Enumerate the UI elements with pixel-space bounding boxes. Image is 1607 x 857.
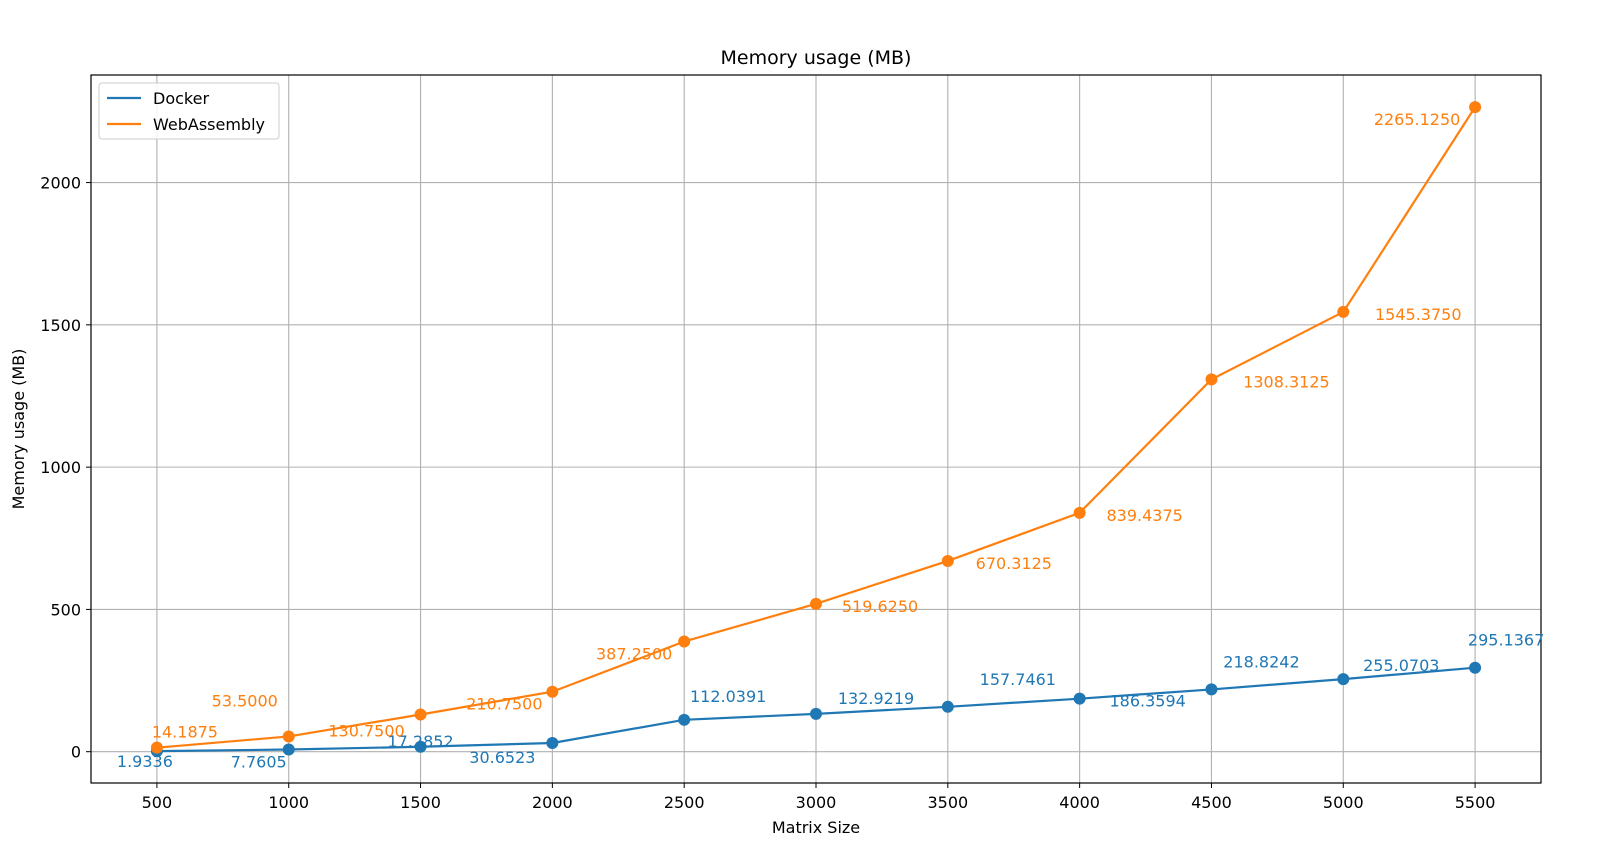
chart-title: Memory usage (MB)	[721, 47, 912, 69]
data-point-docker	[1205, 683, 1218, 696]
x-tick-label: 5500	[1455, 793, 1496, 812]
data-point-docker	[282, 743, 295, 756]
data-label-webassembly: 387.2500	[596, 644, 672, 663]
x-axis: 500 1000 1500 2000 2500 3000 3500 4000 4500 5000 5…	[142, 783, 1496, 812]
data-label-webassembly: 1308.3125	[1243, 372, 1330, 391]
data-point-docker	[546, 736, 559, 749]
data-label-docker: 218.8242	[1223, 652, 1299, 671]
data-label-docker: 112.0391	[690, 687, 766, 706]
data-point-webassembly	[150, 741, 163, 754]
data-point-webassembly	[1073, 506, 1086, 519]
data-label-docker: 7.7605	[231, 752, 287, 771]
x-tick-label: 2500	[664, 793, 705, 812]
series-layer	[150, 101, 1482, 758]
y-tick-label: 1500	[40, 316, 81, 335]
data-labels: 1.9336 7.7605 17.2852 30.6523 112.0391 132.92…	[117, 110, 1544, 771]
x-tick-label: 1000	[268, 793, 309, 812]
legend-box	[98, 82, 280, 140]
data-label-webassembly: 670.3125	[976, 554, 1052, 573]
x-tick-label: 1500	[400, 793, 441, 812]
x-tick-label: 3500	[927, 793, 968, 812]
data-label-docker: 17.2852	[387, 732, 453, 751]
data-label-docker: 157.7461	[980, 670, 1056, 689]
y-tick-label: 500	[50, 600, 81, 619]
data-label-docker: 132.9219	[838, 689, 914, 708]
data-label-docker: 1.9336	[117, 752, 173, 771]
data-point-webassembly	[414, 708, 427, 721]
y-tick-label: 1000	[40, 458, 81, 477]
legend-label-webassembly: WebAssembly	[153, 115, 265, 134]
data-label-webassembly: 2265.1250	[1374, 110, 1461, 129]
data-point-webassembly	[282, 730, 295, 743]
y-axis-label: Memory usage (MB)	[9, 349, 28, 510]
data-label-webassembly: 53.5000	[212, 691, 278, 710]
data-point-webassembly	[1469, 101, 1482, 114]
data-label-webassembly: 210.7500	[466, 695, 542, 714]
x-tick-label: 4000	[1059, 793, 1100, 812]
data-point-webassembly	[1337, 305, 1350, 318]
data-label-docker: 186.3594	[1109, 692, 1185, 711]
data-label-webassembly: 1545.3750	[1375, 305, 1462, 324]
legend: Docker WebAssembly	[98, 82, 280, 140]
x-tick-label: 5000	[1323, 793, 1364, 812]
x-tick-label: 500	[142, 793, 173, 812]
data-label-docker: 30.6523	[469, 748, 535, 767]
data-label-webassembly: 14.1875	[152, 723, 218, 742]
data-point-docker	[810, 707, 822, 720]
data-point-docker	[1469, 661, 1482, 674]
x-tick-label: 4500	[1191, 793, 1232, 812]
data-point-docker	[1337, 673, 1350, 686]
data-point-webassembly	[678, 635, 691, 648]
data-label-webassembly: 130.7500	[328, 721, 404, 740]
data-point-docker	[414, 740, 427, 753]
y-axis: 0 500 1000 1500 2000	[40, 174, 91, 762]
data-label-webassembly: 839.4375	[1106, 506, 1182, 525]
data-point-webassembly	[810, 597, 822, 610]
data-point-docker	[1073, 692, 1086, 705]
data-label-docker: 255.0703	[1363, 656, 1439, 675]
data-label-docker: 295.1367	[1468, 631, 1544, 650]
data-point-webassembly	[941, 554, 954, 567]
data-point-docker	[678, 713, 691, 726]
legend-label-docker: Docker	[153, 89, 209, 108]
y-tick-label: 2000	[40, 174, 81, 193]
y-tick-label: 0	[71, 743, 81, 762]
grid	[91, 75, 1541, 783]
data-point-docker	[941, 700, 954, 713]
x-tick-label: 3000	[796, 793, 837, 812]
data-label-webassembly: 519.6250	[842, 597, 918, 616]
data-point-webassembly	[546, 685, 559, 698]
x-tick-label: 2000	[532, 793, 573, 812]
x-axis-label: Matrix Size	[772, 818, 860, 837]
data-point-webassembly	[1205, 373, 1218, 386]
